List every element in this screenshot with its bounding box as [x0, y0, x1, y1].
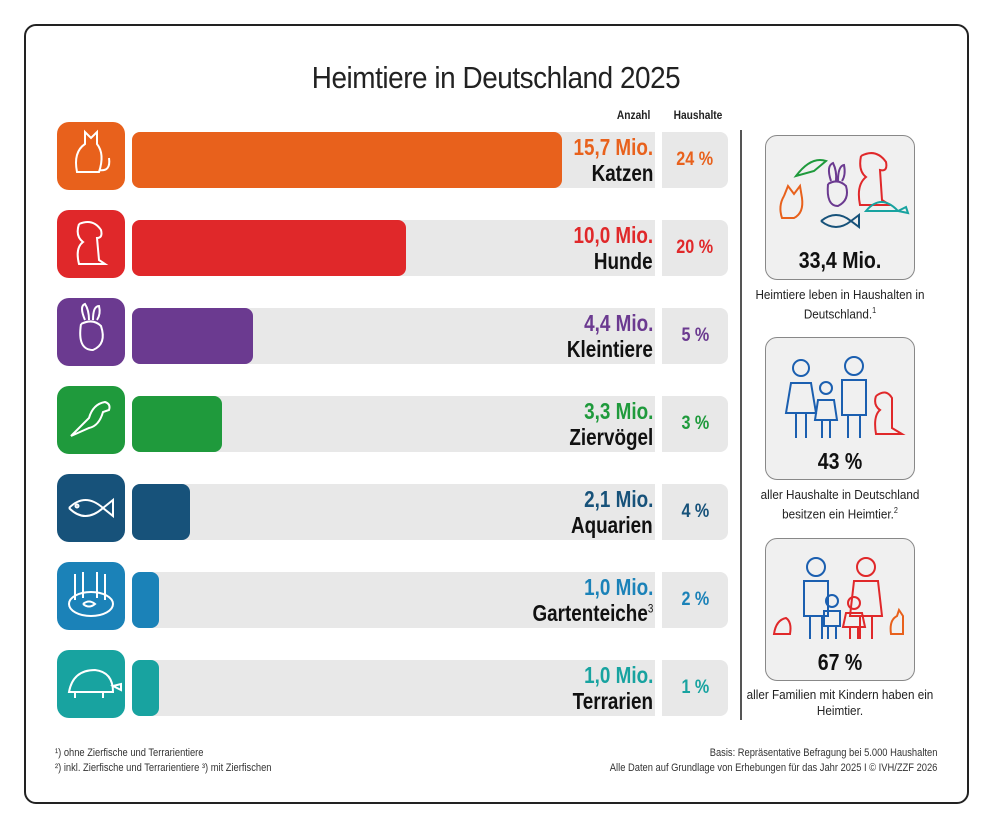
bar-gartenteiche: [132, 572, 160, 628]
households-pct-label: 3 %: [681, 413, 709, 434]
families-number: 67 %: [817, 649, 863, 675]
category-label: Ziervögel: [569, 424, 653, 451]
bar-ziervögel: [132, 396, 223, 452]
rabbit-icon: [79, 302, 104, 352]
copyright: Alle Daten auf Grundlage von Erhebungen …: [609, 762, 937, 774]
bar-value-label: 10,0 Mio.: [573, 222, 653, 248]
fish-icon: [68, 497, 114, 519]
panel-text: aller Haushalte in Deutschland besitzen …: [760, 487, 920, 522]
panel-families: 67 %: [765, 538, 915, 681]
category-name: Gartenteiche: [532, 600, 648, 626]
households-number: 43 %: [817, 448, 863, 474]
households-pct-label: 1 %: [681, 677, 709, 698]
households-pct-label: 2 %: [681, 589, 709, 610]
bar-row-hunde: 10,0 Mio. Hunde 20 %: [57, 210, 737, 278]
households-pct-label: 5 %: [681, 325, 709, 346]
category-name: Aquarien: [571, 512, 653, 538]
turtle-icon: [67, 668, 122, 698]
bar-row-aquarien: 2,1 Mio. Aquarien 4 %: [57, 474, 737, 542]
bar-value-label: 2,1 Mio.: [583, 486, 653, 512]
households-cell: 20 %: [662, 220, 728, 276]
category-name: Kleintiere: [567, 336, 653, 362]
households-pct-label: 20 %: [676, 237, 714, 258]
cat-icon-box: [57, 122, 125, 190]
category-name: Katzen: [591, 160, 653, 186]
family-dog-icon: [784, 356, 906, 438]
fish-icon-box: [57, 474, 125, 542]
pets-group-icon: [779, 152, 910, 229]
bar-row-ziervögel: 3,3 Mio. Ziervögel 3 %: [57, 386, 737, 454]
panel-text: Heimtiere leben in Haushalten in Deutsch…: [755, 287, 925, 322]
bar-terrarien: [132, 660, 160, 716]
households-text: aller Haushalte in Deutschland besitzen …: [746, 487, 935, 522]
column-header-households: Haushalte: [673, 108, 722, 122]
total-pets-number: 33,4 Mio.: [798, 247, 882, 273]
bar-track: [132, 660, 655, 716]
footnotes-left: ¹) ohne Zierfische und Terrarientiere ²)…: [55, 746, 271, 776]
divider: [740, 130, 742, 720]
bar-value-label: 1,0 Mio.: [583, 662, 653, 688]
dog-icon: [76, 221, 109, 265]
bar-row-terrarien: 1,0 Mio. Terrarien 1 %: [57, 650, 737, 718]
page-title: Heimtiere in Deutschland 2025: [311, 60, 681, 95]
bar-value-label: 4,4 Mio.: [583, 310, 653, 336]
footnote-mark: 3: [647, 601, 653, 616]
households-pct-label: 4 %: [681, 501, 709, 522]
turtle-icon-box: [57, 650, 125, 718]
category-label: Aquarien: [571, 512, 653, 539]
bar-value-label: 1,0 Mio.: [583, 574, 653, 600]
panel-text: aller Familien mit Kindern haben ein Hei…: [746, 687, 934, 718]
bar-row-kleintiere: 4,4 Mio. Kleintiere 5 %: [57, 298, 737, 366]
footnote-2-3: ²) inkl. Zierfische und Terrarientiere ³…: [55, 762, 272, 774]
parrot-icon: [70, 400, 111, 437]
panel-total-pets: 33,4 Mio.: [765, 135, 915, 280]
category-name: Ziervögel: [569, 424, 653, 450]
category-name: Hunde: [594, 248, 653, 274]
bar-value-label: 3,3 Mio.: [583, 398, 653, 424]
source-basis: Basis: Repräsentative Befragung bei 5.00…: [709, 747, 937, 759]
households-cell: 3 %: [662, 396, 728, 452]
footnotes-right: Basis: Repräsentative Befragung bei 5.00…: [609, 746, 937, 776]
households-cell: 2 %: [662, 572, 728, 628]
households-cell: 5 %: [662, 308, 728, 364]
bar-track: [132, 484, 655, 540]
panel-households: 43 %: [765, 337, 915, 480]
footnote-mark: 2: [893, 506, 898, 515]
households-cell: 24 %: [662, 132, 728, 188]
bar-kleintiere: [132, 308, 253, 364]
households-pct-label: 24 %: [676, 149, 714, 170]
bar-row-gartenteiche: 1,0 Mio. Gartenteiche3 2 %: [57, 562, 737, 630]
pond-icon: [68, 572, 114, 617]
category-label: Terrarien: [573, 688, 653, 715]
infographic-frame: [24, 24, 969, 804]
column-header-count: Anzahl: [616, 108, 650, 122]
category-label: Hunde: [594, 248, 653, 275]
footnote-mark: 1: [872, 306, 877, 315]
footnote-1: ¹) ohne Zierfische und Terrarientiere: [55, 747, 204, 759]
families-text: aller Familien mit Kindern haben ein Hei…: [746, 687, 935, 719]
households-cell: 4 %: [662, 484, 728, 540]
bar-track: [132, 572, 655, 628]
category-label: Katzen: [591, 160, 653, 187]
cat-icon: [75, 129, 111, 173]
parrot-icon-box: [57, 386, 125, 454]
family-children-pets-icon: [772, 557, 904, 639]
households-cell: 1 %: [662, 660, 728, 716]
total-pets-text: Heimtiere leben in Haushalten in Deutsch…: [746, 287, 935, 322]
bar-hunde: [132, 220, 406, 276]
rabbit-icon-box: [57, 298, 125, 366]
bar-aquarien: [132, 484, 190, 540]
bar-katzen: [132, 132, 562, 188]
dog-icon-box: [57, 210, 125, 278]
bar-value-label: 15,7 Mio.: [573, 134, 653, 160]
category-label: Kleintiere: [567, 336, 653, 363]
category-name: Terrarien: [572, 688, 653, 714]
pond-icon-box: [57, 562, 125, 630]
bar-row-katzen: 15,7 Mio. Katzen 24 %: [57, 122, 737, 190]
category-label: Gartenteiche3: [532, 600, 653, 627]
